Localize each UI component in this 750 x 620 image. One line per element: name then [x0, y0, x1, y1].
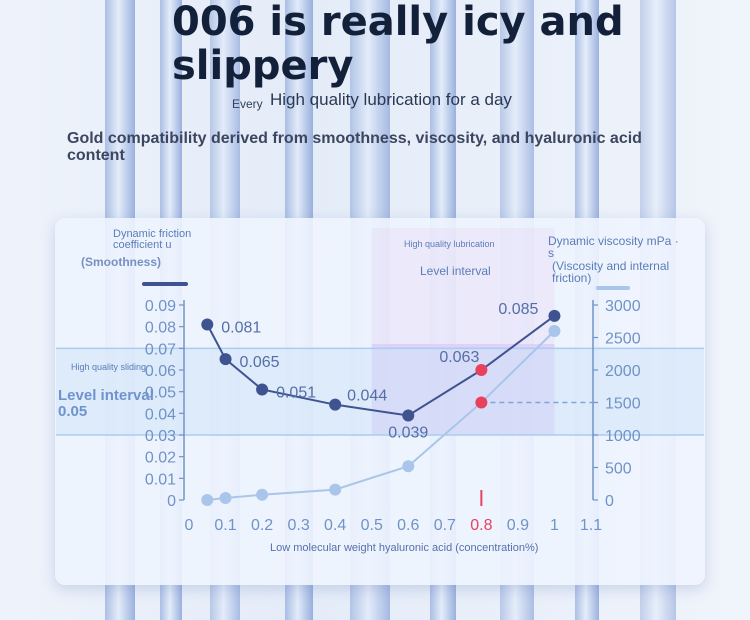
subtitle-prefix: Every: [232, 97, 263, 111]
friction-point: [219, 353, 232, 366]
friction-data-label: 0.063: [439, 349, 479, 366]
page-title: 006 is really icy and slippery: [172, 0, 624, 89]
lubrication-zone-column: [371, 228, 555, 344]
x-tick-label: 0.3: [288, 517, 310, 534]
friction-point: [256, 383, 269, 396]
y-left-tick-label: 0.01: [145, 471, 176, 488]
viscosity-point: [219, 492, 232, 505]
x-tick-label: 0.1: [214, 517, 236, 534]
y-left-tick-label: 0.04: [145, 406, 176, 423]
y-left-tick-label: 0: [167, 493, 176, 510]
x-tick-label: 0.6: [397, 517, 419, 534]
y-right-tick-label: 0: [605, 493, 614, 510]
viscosity-point: [256, 488, 269, 501]
y-left-tick-label: 0.07: [145, 341, 176, 358]
friction-point: [402, 409, 415, 422]
left-axis-title: Dynamic friction coefficient u: [113, 228, 192, 251]
description: Gold compatibility derived from smoothne…: [67, 130, 642, 164]
x-tick-label: 0.4: [324, 517, 346, 534]
right-axis-subtitle: (Viscosity and internal friction): [552, 259, 670, 285]
friction-data-label: 0.081: [221, 320, 261, 337]
right-axis-legend-swatch: [596, 286, 630, 290]
friction-point: [548, 309, 561, 322]
friction-data-label: 0.085: [498, 301, 538, 318]
y-right-tick-label: 500: [605, 461, 632, 478]
x-tick-label: 0.5: [361, 517, 383, 534]
left-axis-legend-swatch: [142, 282, 188, 286]
y-left-tick-label: 0.02: [145, 450, 176, 467]
y-right-tick-label: 2000: [605, 363, 641, 380]
right-zone-label: High quality lubrication: [404, 239, 495, 249]
left-zone-label: High quality sliding: [71, 362, 147, 372]
viscosity-point: [329, 483, 342, 496]
right-axis-title: Dynamic viscosity mPa · s: [548, 234, 679, 260]
friction-data-label: 0.044: [347, 388, 387, 405]
friction-point: [201, 318, 214, 331]
friction-point: [475, 364, 488, 376]
viscosity-point: [201, 494, 214, 506]
x-tick-label: 1: [550, 517, 559, 534]
left-zone-title: Level interval: [58, 387, 154, 404]
right-zone-title: Level interval: [420, 264, 491, 278]
x-tick-label: 0.2: [251, 517, 273, 534]
y-right-tick-label: 3000: [605, 298, 641, 315]
viscosity-point: [402, 460, 415, 473]
friction-data-label: 0.051: [276, 385, 316, 402]
friction-point: [329, 398, 342, 411]
y-right-tick-label: 1500: [605, 396, 641, 413]
viscosity-point: [548, 325, 561, 337]
y-left-tick-label: 0.08: [145, 320, 176, 337]
x-tick-label: 0.9: [507, 517, 529, 534]
x-tick-label: 0.8: [470, 517, 492, 534]
y-left-tick-label: 0.06: [145, 363, 176, 380]
friction-data-label: 0.065: [240, 354, 280, 371]
y-left-tick-label: 0.05: [145, 385, 176, 402]
y-left-tick-label: 0.09: [145, 298, 176, 315]
y-right-tick-label: 1000: [605, 428, 641, 445]
y-right-tick-label: 2500: [605, 331, 641, 348]
left-zone-value: 0.05: [58, 403, 88, 420]
x-tick-label: 0: [185, 517, 194, 534]
friction-data-label: 0.039: [388, 425, 428, 442]
x-axis-title: Low molecular weight hyaluronic acid (co…: [270, 542, 539, 554]
viscosity-point: [475, 396, 488, 409]
left-axis-subtitle: (Smoothness): [81, 255, 162, 269]
sliding-zone: [56, 348, 704, 435]
subtitle: High quality lubrication for a day: [270, 90, 512, 109]
x-tick-label: 1.1: [580, 517, 602, 534]
x-tick-label: 0.7: [434, 517, 456, 534]
y-left-tick-label: 0.03: [145, 428, 176, 445]
